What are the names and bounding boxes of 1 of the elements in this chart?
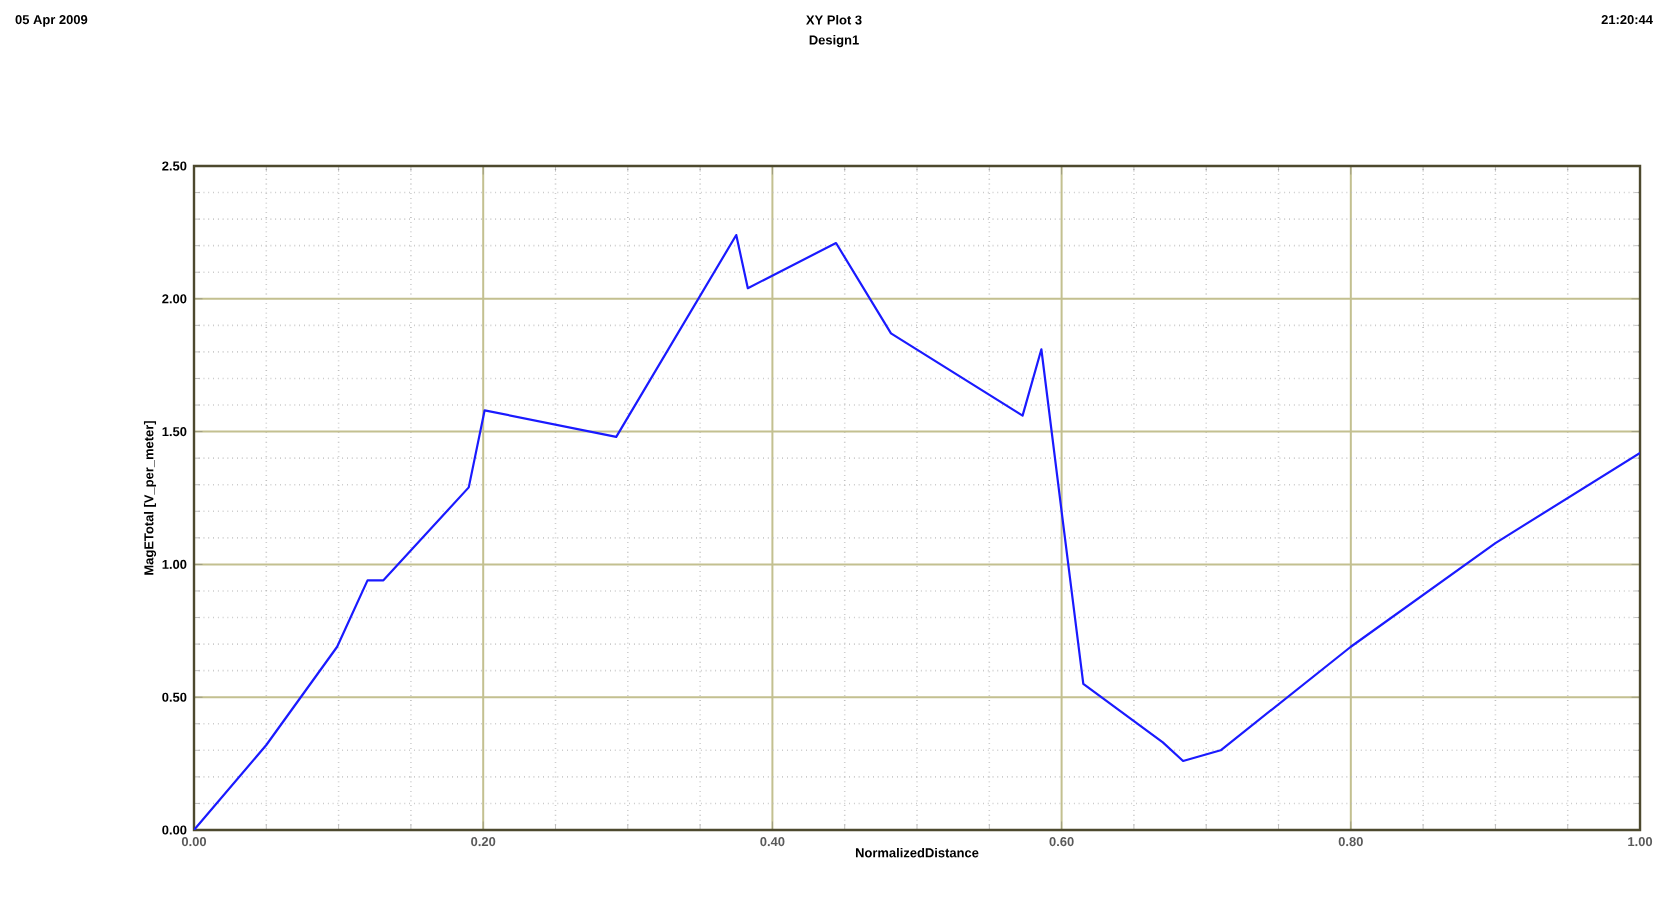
line-series <box>194 233 1641 830</box>
